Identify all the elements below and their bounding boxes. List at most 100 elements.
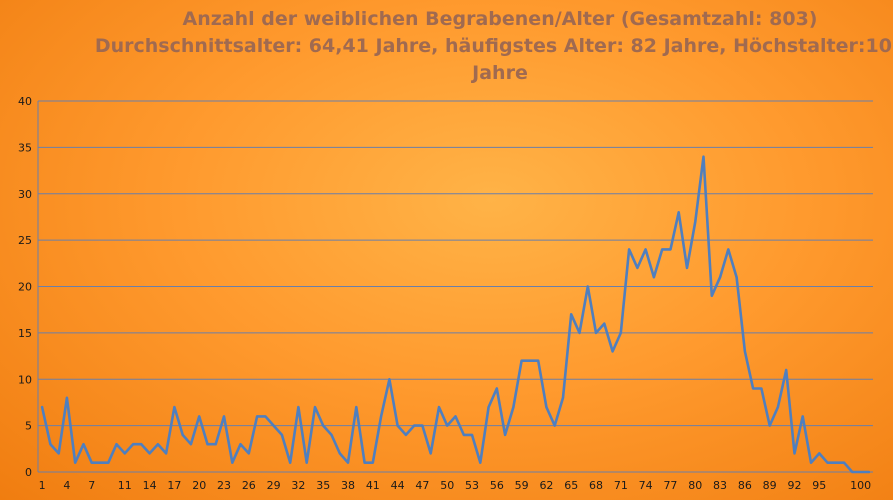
y-tick-label: 30 xyxy=(18,188,32,201)
y-tick-label: 35 xyxy=(18,141,32,154)
data-point xyxy=(702,155,705,158)
data-point xyxy=(653,276,655,279)
x-tick-label: 23 xyxy=(217,479,231,492)
data-point xyxy=(859,471,862,473)
data-point xyxy=(793,452,796,455)
data-point xyxy=(868,471,870,473)
data-point xyxy=(719,276,721,279)
data-point xyxy=(628,248,630,251)
data-point xyxy=(504,434,506,436)
x-tick-label: 59 xyxy=(515,479,529,492)
x-tick-label: 65 xyxy=(564,479,578,492)
x-tick-label: 56 xyxy=(490,479,504,492)
x-tick-label: 32 xyxy=(291,479,305,492)
data-point xyxy=(396,424,399,427)
data-point xyxy=(421,424,424,427)
data-point xyxy=(529,359,531,362)
x-tick-label: 11 xyxy=(118,479,132,492)
data-point xyxy=(297,406,300,408)
x-tick-label: 95 xyxy=(812,479,826,492)
data-point xyxy=(289,461,291,464)
data-point xyxy=(132,443,134,445)
x-tick-label: 100 xyxy=(850,479,871,492)
x-tick-label: 1 xyxy=(39,479,46,492)
data-point xyxy=(413,424,415,427)
data-point xyxy=(347,461,349,464)
data-point xyxy=(99,461,101,464)
data-point xyxy=(330,434,333,436)
data-point xyxy=(115,443,118,445)
data-point xyxy=(768,424,771,427)
data-point xyxy=(603,322,606,325)
chart-title-line-3: Jahre xyxy=(470,62,528,84)
x-tick-label: 17 xyxy=(167,479,181,492)
y-tick-label: 20 xyxy=(18,281,32,294)
data-point xyxy=(82,443,85,445)
data-point xyxy=(760,387,763,390)
data-point xyxy=(843,461,845,464)
x-tick-label: 14 xyxy=(143,479,157,492)
data-point xyxy=(677,211,680,214)
x-tick-label: 86 xyxy=(738,479,752,492)
data-point xyxy=(90,461,93,464)
data-point xyxy=(669,248,672,251)
data-point xyxy=(810,461,812,464)
data-point xyxy=(380,415,382,418)
data-point xyxy=(471,434,473,436)
data-point xyxy=(661,248,663,251)
data-point xyxy=(479,461,482,464)
data-point xyxy=(496,387,498,390)
data-point xyxy=(785,369,787,371)
data-point xyxy=(735,276,738,279)
data-point xyxy=(124,452,126,455)
data-point xyxy=(173,406,176,408)
y-tick-label: 10 xyxy=(18,373,32,386)
data-point xyxy=(801,415,804,418)
data-point xyxy=(281,434,283,436)
data-point xyxy=(826,461,829,464)
x-tick-label: 77 xyxy=(663,479,677,492)
data-point xyxy=(553,424,556,427)
x-tick-label: 41 xyxy=(366,479,380,492)
data-point xyxy=(578,332,581,334)
x-tick-label: 44 xyxy=(391,479,405,492)
data-point xyxy=(512,406,515,408)
data-point xyxy=(611,350,614,353)
data-point xyxy=(744,350,746,353)
x-tick-label: 71 xyxy=(614,479,628,492)
data-point xyxy=(190,443,192,445)
data-point xyxy=(586,285,589,288)
x-tick-label: 92 xyxy=(787,479,801,492)
data-point xyxy=(644,248,647,251)
x-tick-label: 74 xyxy=(639,479,653,492)
data-point xyxy=(545,406,548,408)
data-point xyxy=(595,332,597,334)
data-point xyxy=(305,461,308,464)
data-point xyxy=(107,461,110,464)
y-tick-label: 25 xyxy=(18,234,32,247)
data-point xyxy=(181,434,184,436)
data-point xyxy=(570,313,573,316)
data-point xyxy=(57,452,60,455)
data-point xyxy=(562,397,564,399)
data-point xyxy=(537,359,539,362)
data-point xyxy=(363,461,366,464)
x-tick-label: 68 xyxy=(589,479,603,492)
data-point xyxy=(214,443,217,445)
data-point xyxy=(74,461,77,464)
chart-title-line-1: Anzahl der weiblichen Begrabenen/Alter (… xyxy=(183,8,818,30)
x-tick-label: 50 xyxy=(440,479,454,492)
y-tick-label: 40 xyxy=(18,95,32,108)
data-point xyxy=(851,471,854,473)
data-point xyxy=(206,443,209,445)
data-point xyxy=(272,424,275,427)
data-point xyxy=(694,220,697,223)
data-point xyxy=(322,424,325,427)
x-tick-label: 62 xyxy=(539,479,553,492)
data-point xyxy=(165,452,167,455)
x-tick-label: 80 xyxy=(688,479,702,492)
x-tick-label: 29 xyxy=(267,479,281,492)
y-tick-label: 5 xyxy=(25,420,32,433)
data-point xyxy=(372,461,374,464)
